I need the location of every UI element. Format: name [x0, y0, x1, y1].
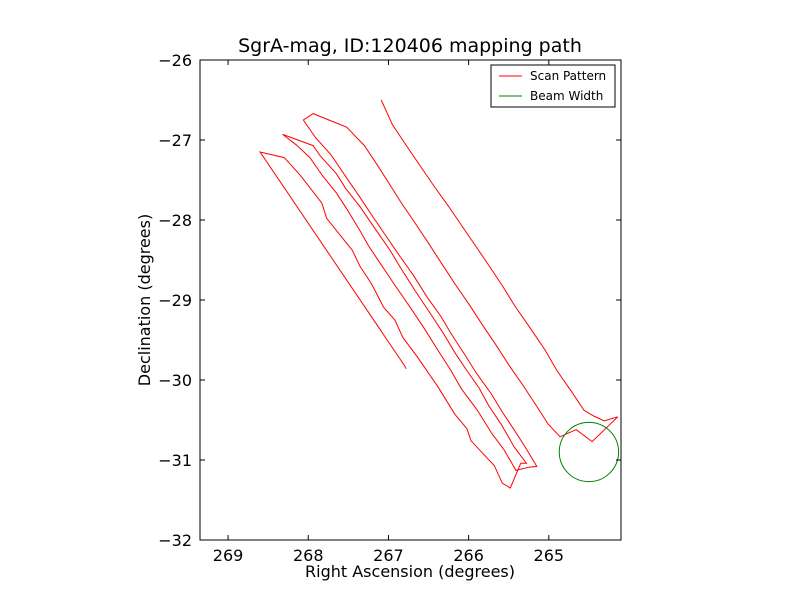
y-tick-label: −31	[158, 451, 192, 470]
plot-background	[200, 60, 621, 540]
y-tick-label: −29	[158, 291, 192, 310]
x-tick-label: 265	[534, 546, 565, 565]
chart-title: SgrA-mag, ID:120406 mapping path	[238, 35, 582, 57]
y-tick-label: −30	[158, 371, 192, 390]
x-tick-label: 266	[453, 546, 484, 565]
y-axis: −26 −27 −28 −29 −30 −31 −32	[158, 51, 621, 550]
plot-area	[199, 59, 622, 541]
series-layer	[258, 99, 620, 489]
legend-label-beam-width: Beam Width	[530, 89, 603, 103]
legend-label-scan-pattern: Scan Pattern	[530, 69, 606, 83]
series-beam-width	[558, 421, 620, 483]
y-tick-label: −28	[158, 211, 192, 230]
x-axis-label: Right Ascension (degrees)	[305, 562, 515, 581]
y-tick-label: −27	[158, 131, 192, 150]
x-tick-label: 269	[213, 546, 244, 565]
x-tick-label: 268	[293, 546, 324, 565]
y-tick-label: −26	[158, 51, 192, 70]
y-tick-label: −32	[158, 531, 192, 550]
x-tick-label: 267	[373, 546, 404, 565]
legend-box	[490, 64, 616, 108]
x-axis: 269 268 267 266 265	[213, 60, 564, 565]
series-scan-pattern	[258, 99, 619, 489]
y-axis-label: Declination (degrees)	[135, 214, 154, 386]
legend: Scan Pattern Beam Width	[490, 64, 616, 108]
